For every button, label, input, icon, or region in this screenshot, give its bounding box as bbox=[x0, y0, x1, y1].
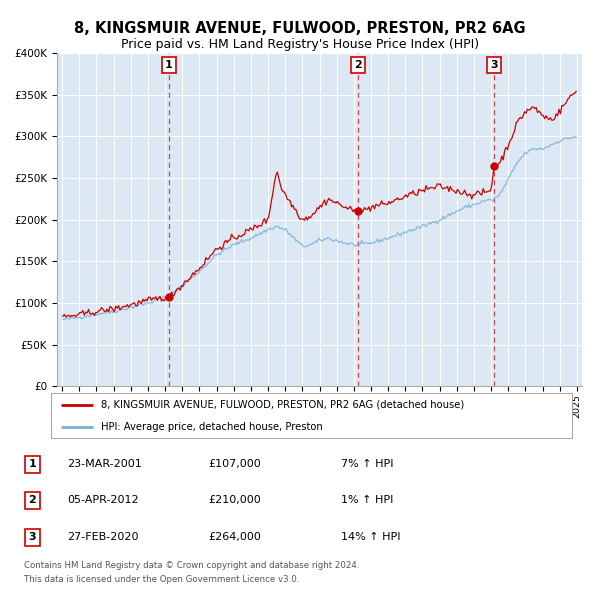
FancyBboxPatch shape bbox=[50, 393, 572, 438]
Text: 2: 2 bbox=[355, 60, 362, 70]
Text: 2: 2 bbox=[29, 496, 36, 506]
Text: Contains HM Land Registry data © Crown copyright and database right 2024.: Contains HM Land Registry data © Crown c… bbox=[24, 560, 359, 570]
Text: This data is licensed under the Open Government Licence v3.0.: This data is licensed under the Open Gov… bbox=[24, 575, 299, 584]
Text: 7% ↑ HPI: 7% ↑ HPI bbox=[341, 460, 393, 469]
Text: 1: 1 bbox=[29, 460, 36, 469]
Text: 1: 1 bbox=[165, 60, 173, 70]
Text: 8, KINGSMUIR AVENUE, FULWOOD, PRESTON, PR2 6AG (detached house): 8, KINGSMUIR AVENUE, FULWOOD, PRESTON, P… bbox=[101, 399, 464, 409]
Text: 3: 3 bbox=[490, 60, 497, 70]
Text: HPI: Average price, detached house, Preston: HPI: Average price, detached house, Pres… bbox=[101, 422, 323, 432]
Text: 23-MAR-2001: 23-MAR-2001 bbox=[67, 460, 142, 469]
Text: 14% ↑ HPI: 14% ↑ HPI bbox=[341, 532, 400, 542]
Text: £107,000: £107,000 bbox=[208, 460, 261, 469]
Text: 1% ↑ HPI: 1% ↑ HPI bbox=[341, 496, 393, 506]
Text: 8, KINGSMUIR AVENUE, FULWOOD, PRESTON, PR2 6AG: 8, KINGSMUIR AVENUE, FULWOOD, PRESTON, P… bbox=[74, 21, 526, 35]
Text: £210,000: £210,000 bbox=[208, 496, 261, 506]
Text: Price paid vs. HM Land Registry's House Price Index (HPI): Price paid vs. HM Land Registry's House … bbox=[121, 38, 479, 51]
Text: 05-APR-2012: 05-APR-2012 bbox=[67, 496, 139, 506]
Text: £264,000: £264,000 bbox=[208, 532, 261, 542]
Text: 3: 3 bbox=[29, 532, 36, 542]
Text: 27-FEB-2020: 27-FEB-2020 bbox=[67, 532, 139, 542]
